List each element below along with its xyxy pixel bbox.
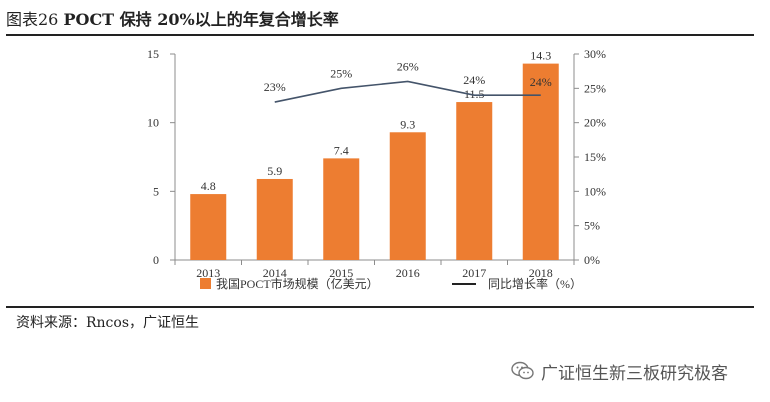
y-right-tick-label: 20% bbox=[584, 116, 606, 130]
bar bbox=[389, 132, 426, 260]
watermark: 广证恒生新三板研究极客 bbox=[510, 357, 728, 385]
y-right-tick-label: 15% bbox=[584, 150, 606, 164]
bar bbox=[522, 63, 559, 260]
y-left-tick-label: 5 bbox=[153, 184, 159, 198]
x-tick-label: 2013 bbox=[196, 266, 220, 280]
bar-data-label: 4.8 bbox=[201, 179, 216, 193]
bottom-rule bbox=[6, 306, 754, 308]
x-tick-label: 2018 bbox=[529, 266, 553, 280]
bar-data-label: 11.5 bbox=[464, 87, 485, 101]
wechat-icon bbox=[510, 358, 536, 384]
y-left-tick-label: 0 bbox=[153, 253, 159, 267]
legend-bar-swatch bbox=[200, 278, 211, 289]
legend-line-label: 同比增长率（%） bbox=[488, 276, 582, 291]
y-right-tick-label: 10% bbox=[584, 184, 606, 198]
x-tick-label: 2017 bbox=[462, 266, 486, 280]
bar bbox=[256, 178, 293, 260]
figure-title-text: POCT 保持 20%以上的年复合增长率 bbox=[63, 10, 339, 29]
figure-title: 图表26 POCT 保持 20%以上的年复合增长率 bbox=[6, 6, 339, 30]
bar-data-label: 9.3 bbox=[400, 117, 415, 131]
bar bbox=[323, 158, 360, 260]
line-data-label: 24% bbox=[463, 73, 485, 87]
line-data-label: 24% bbox=[530, 75, 552, 89]
y-right-tick-label: 25% bbox=[584, 81, 606, 95]
line-data-label: 25% bbox=[330, 66, 352, 80]
y-left-tick-label: 15 bbox=[147, 47, 159, 61]
growth-line bbox=[274, 80, 541, 103]
figure-label: 图表26 bbox=[6, 10, 59, 29]
bar-data-label: 14.3 bbox=[530, 49, 551, 63]
source-note: 资料来源：Rncos，广证恒生 bbox=[16, 315, 200, 331]
y-right-tick-label: 0% bbox=[584, 253, 600, 267]
legend-bar-label: 我国POCT市场规模（亿美元） bbox=[216, 276, 379, 291]
y-right-tick-label: 5% bbox=[584, 219, 600, 233]
bar bbox=[456, 102, 493, 260]
x-tick-label: 2016 bbox=[396, 266, 420, 280]
line-data-label: 26% bbox=[397, 59, 419, 73]
top-rule bbox=[6, 34, 754, 36]
watermark-text: 广证恒生新三板研究极客 bbox=[541, 363, 728, 384]
bar-data-label: 5.9 bbox=[267, 164, 282, 178]
x-tick-label: 2015 bbox=[329, 266, 353, 280]
y-right-tick-label: 30% bbox=[584, 47, 606, 61]
y-left-tick-label: 10 bbox=[147, 116, 159, 130]
line-data-label: 23% bbox=[264, 80, 286, 94]
x-tick-label: 2014 bbox=[263, 266, 287, 280]
bar-data-label: 7.4 bbox=[334, 143, 349, 157]
bar bbox=[190, 194, 227, 260]
